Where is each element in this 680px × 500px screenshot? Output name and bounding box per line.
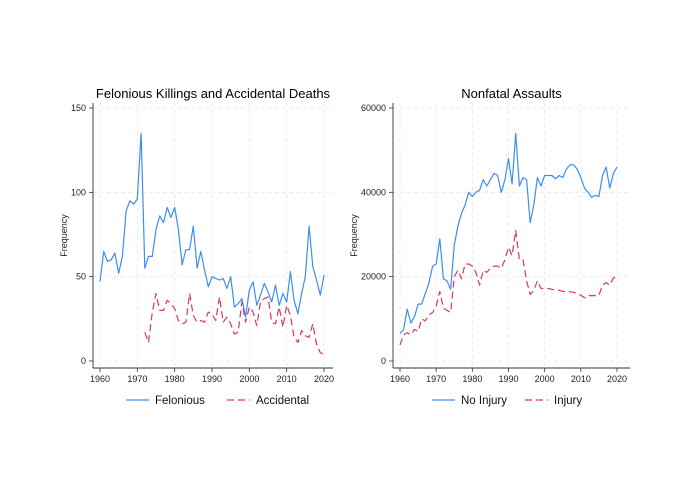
chart-panel-2: 0 20000 40000 60000 1960 1970 1980 1990 2000 2010…: [349, 86, 630, 407]
legend-label: Felonious: [155, 395, 205, 407]
x-tick-label: 2000: [535, 374, 555, 384]
series-line-injury: [399, 229, 618, 346]
x-tick-label: 1980: [462, 374, 482, 384]
y-axis-label: Frequency: [349, 214, 359, 257]
x-tick-label: 1960: [390, 374, 410, 384]
y-tick-label: 60000: [361, 103, 386, 113]
legend-label: Accidental: [256, 395, 309, 407]
series-line-accidental: [144, 292, 325, 355]
y-tick-label: 40000: [361, 187, 386, 197]
chart-panel-1: 0 50 100 150 1960 1970 1980 1990 2000 2010 2020 Fre…: [59, 86, 334, 407]
x-tick-label: 1970: [426, 374, 446, 384]
y-axis-label: Frequency: [59, 214, 69, 257]
y-tick-label: 0: [381, 356, 386, 366]
chart-title: Felonious Killings and Accidental Deaths: [96, 86, 331, 101]
y-tick-label: 150: [71, 103, 86, 113]
series-line-felonious: [99, 132, 325, 318]
y-tick-label: 0: [81, 356, 86, 366]
x-tick-label: 1960: [90, 374, 110, 384]
x-tick-label: 1970: [127, 374, 147, 384]
chart-title: Nonfatal Assaults: [461, 86, 562, 101]
series-line-no-injury: [399, 132, 618, 334]
x-tick-label: 2010: [277, 374, 297, 384]
x-tick-label: 1990: [498, 374, 518, 384]
y-tick-label: 50: [76, 272, 86, 282]
legend-label: Injury: [554, 395, 582, 407]
x-tick-label: 2000: [239, 374, 259, 384]
y-tick-label: 20000: [361, 272, 386, 282]
x-tick-label: 2020: [314, 374, 334, 384]
x-tick-label: 2010: [571, 374, 591, 384]
x-tick-label: 1980: [165, 374, 185, 384]
legend-label: No Injury: [461, 395, 507, 407]
x-tick-label: 1990: [202, 374, 222, 384]
y-tick-label: 100: [71, 187, 86, 197]
x-tick-label: 2020: [607, 374, 627, 384]
